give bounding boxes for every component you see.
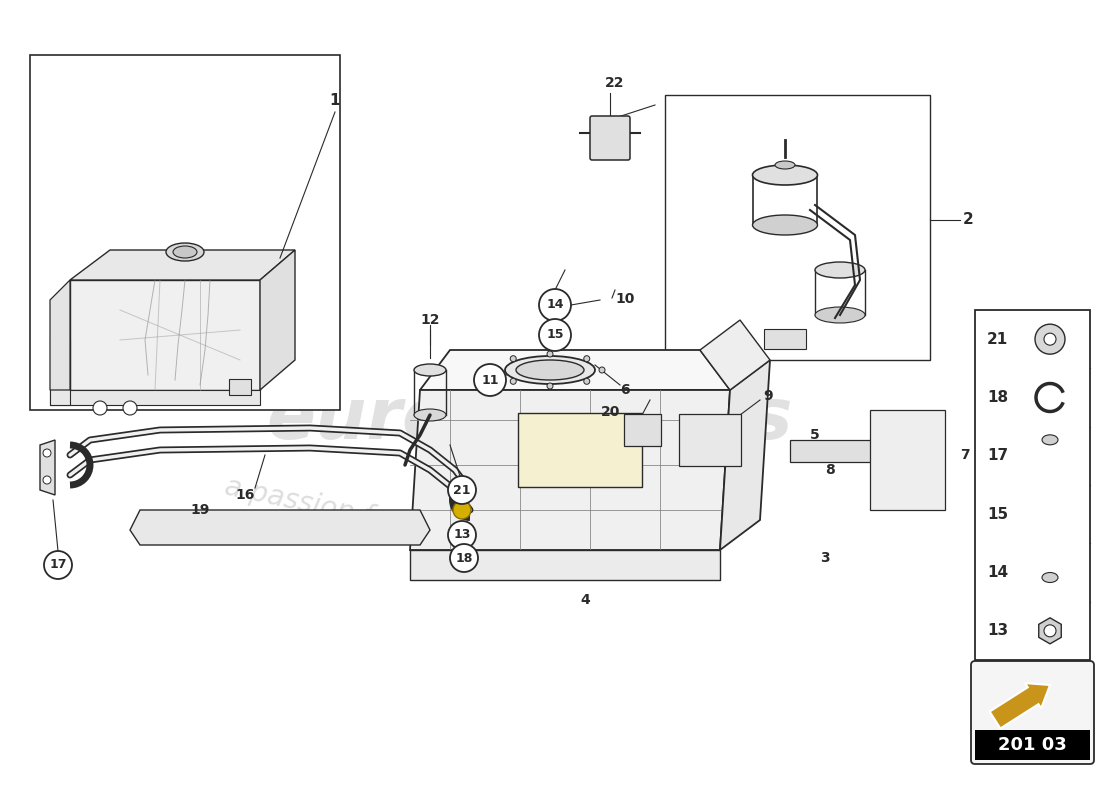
FancyBboxPatch shape — [518, 413, 642, 487]
Text: 7: 7 — [960, 448, 969, 462]
Circle shape — [448, 476, 476, 504]
FancyBboxPatch shape — [975, 310, 1090, 660]
Polygon shape — [700, 320, 770, 390]
Ellipse shape — [815, 307, 865, 323]
Ellipse shape — [752, 165, 817, 185]
Circle shape — [43, 476, 51, 484]
Circle shape — [495, 367, 500, 373]
Circle shape — [1044, 333, 1056, 345]
Circle shape — [584, 378, 590, 384]
FancyBboxPatch shape — [590, 116, 630, 160]
FancyBboxPatch shape — [679, 414, 741, 466]
Text: 19: 19 — [190, 503, 210, 517]
Text: 12: 12 — [420, 313, 440, 327]
Text: 17: 17 — [50, 558, 67, 571]
Text: 11: 11 — [482, 374, 498, 386]
Circle shape — [510, 356, 516, 362]
Ellipse shape — [752, 215, 817, 235]
Circle shape — [123, 401, 138, 415]
FancyBboxPatch shape — [666, 95, 930, 360]
Ellipse shape — [453, 501, 471, 519]
Circle shape — [600, 367, 605, 373]
Polygon shape — [420, 350, 730, 390]
Text: 18: 18 — [455, 551, 473, 565]
Text: 10: 10 — [615, 292, 635, 306]
Ellipse shape — [1042, 573, 1058, 582]
Text: 8: 8 — [825, 463, 835, 477]
Text: 3: 3 — [820, 551, 829, 565]
Ellipse shape — [815, 262, 865, 278]
Circle shape — [94, 401, 107, 415]
Polygon shape — [720, 360, 770, 550]
Polygon shape — [410, 390, 730, 550]
FancyBboxPatch shape — [870, 410, 945, 510]
Polygon shape — [50, 390, 260, 405]
Ellipse shape — [414, 364, 446, 376]
Text: 13: 13 — [453, 529, 471, 542]
Text: 5: 5 — [810, 428, 820, 442]
Polygon shape — [260, 250, 295, 390]
Polygon shape — [1038, 618, 1061, 644]
Text: 14: 14 — [987, 565, 1008, 580]
Circle shape — [1044, 625, 1056, 637]
Text: 21: 21 — [987, 332, 1009, 346]
FancyArrow shape — [990, 683, 1050, 729]
Text: 15: 15 — [547, 329, 563, 342]
Polygon shape — [50, 340, 70, 405]
Polygon shape — [40, 440, 55, 495]
Text: a passion for parts since 1965: a passion for parts since 1965 — [222, 473, 638, 587]
Text: 9: 9 — [763, 389, 772, 403]
Circle shape — [547, 383, 553, 389]
Circle shape — [547, 351, 553, 357]
Circle shape — [539, 319, 571, 351]
Polygon shape — [50, 280, 70, 390]
FancyBboxPatch shape — [30, 55, 340, 410]
Text: 17: 17 — [987, 448, 1008, 463]
Ellipse shape — [173, 246, 197, 258]
FancyBboxPatch shape — [975, 730, 1090, 760]
FancyBboxPatch shape — [764, 329, 806, 349]
Text: 21: 21 — [453, 483, 471, 497]
Text: 18: 18 — [987, 390, 1008, 405]
Ellipse shape — [505, 356, 595, 384]
Text: 13: 13 — [987, 623, 1008, 638]
FancyBboxPatch shape — [790, 440, 910, 462]
Circle shape — [448, 521, 476, 549]
Text: 201 03: 201 03 — [998, 736, 1067, 754]
Text: 6: 6 — [620, 383, 630, 397]
Text: 1: 1 — [330, 93, 340, 108]
Polygon shape — [130, 510, 430, 545]
Ellipse shape — [166, 243, 204, 261]
Ellipse shape — [516, 360, 584, 380]
Circle shape — [474, 364, 506, 396]
Circle shape — [43, 449, 51, 457]
Circle shape — [450, 544, 478, 572]
Text: 2: 2 — [962, 213, 974, 227]
FancyBboxPatch shape — [624, 414, 661, 446]
Circle shape — [510, 378, 516, 384]
Circle shape — [584, 356, 590, 362]
Ellipse shape — [414, 409, 446, 421]
Text: 20: 20 — [601, 405, 620, 419]
FancyBboxPatch shape — [229, 379, 251, 395]
Circle shape — [44, 551, 72, 579]
Circle shape — [1035, 324, 1065, 354]
Text: 15: 15 — [987, 506, 1008, 522]
Polygon shape — [70, 250, 295, 280]
Ellipse shape — [776, 161, 795, 169]
Text: 14: 14 — [547, 298, 563, 311]
Polygon shape — [70, 280, 260, 390]
Ellipse shape — [1042, 435, 1058, 445]
Text: 4: 4 — [580, 593, 590, 607]
Text: eurocarparts: eurocarparts — [266, 386, 793, 454]
Text: 22: 22 — [605, 76, 625, 90]
Polygon shape — [410, 550, 720, 580]
Text: 16: 16 — [235, 488, 255, 502]
FancyBboxPatch shape — [971, 661, 1094, 764]
Circle shape — [539, 289, 571, 321]
